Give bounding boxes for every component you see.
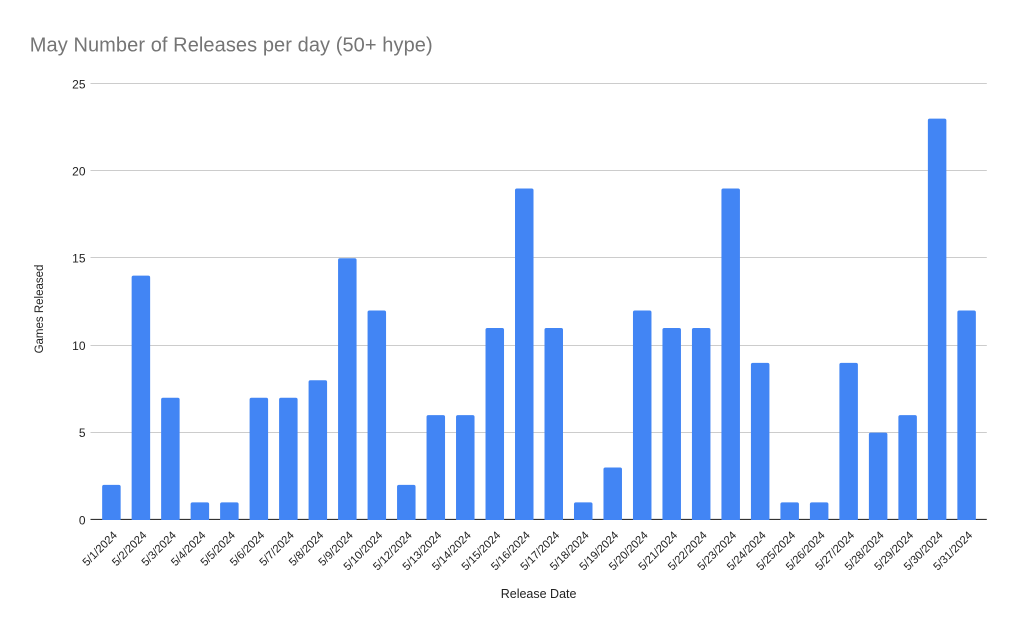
svg-text:May Number of Releases per day: May Number of Releases per day (50+ hype… xyxy=(30,35,433,57)
svg-text:Release Date: Release Date xyxy=(501,587,577,601)
svg-text:10: 10 xyxy=(72,339,86,353)
svg-text:25: 25 xyxy=(72,77,86,91)
svg-text:5: 5 xyxy=(79,426,86,440)
svg-text:Games Released: Games Released xyxy=(34,265,46,354)
svg-text:15: 15 xyxy=(72,252,86,266)
svg-text:20: 20 xyxy=(72,165,86,179)
svg-text:0: 0 xyxy=(79,513,86,527)
